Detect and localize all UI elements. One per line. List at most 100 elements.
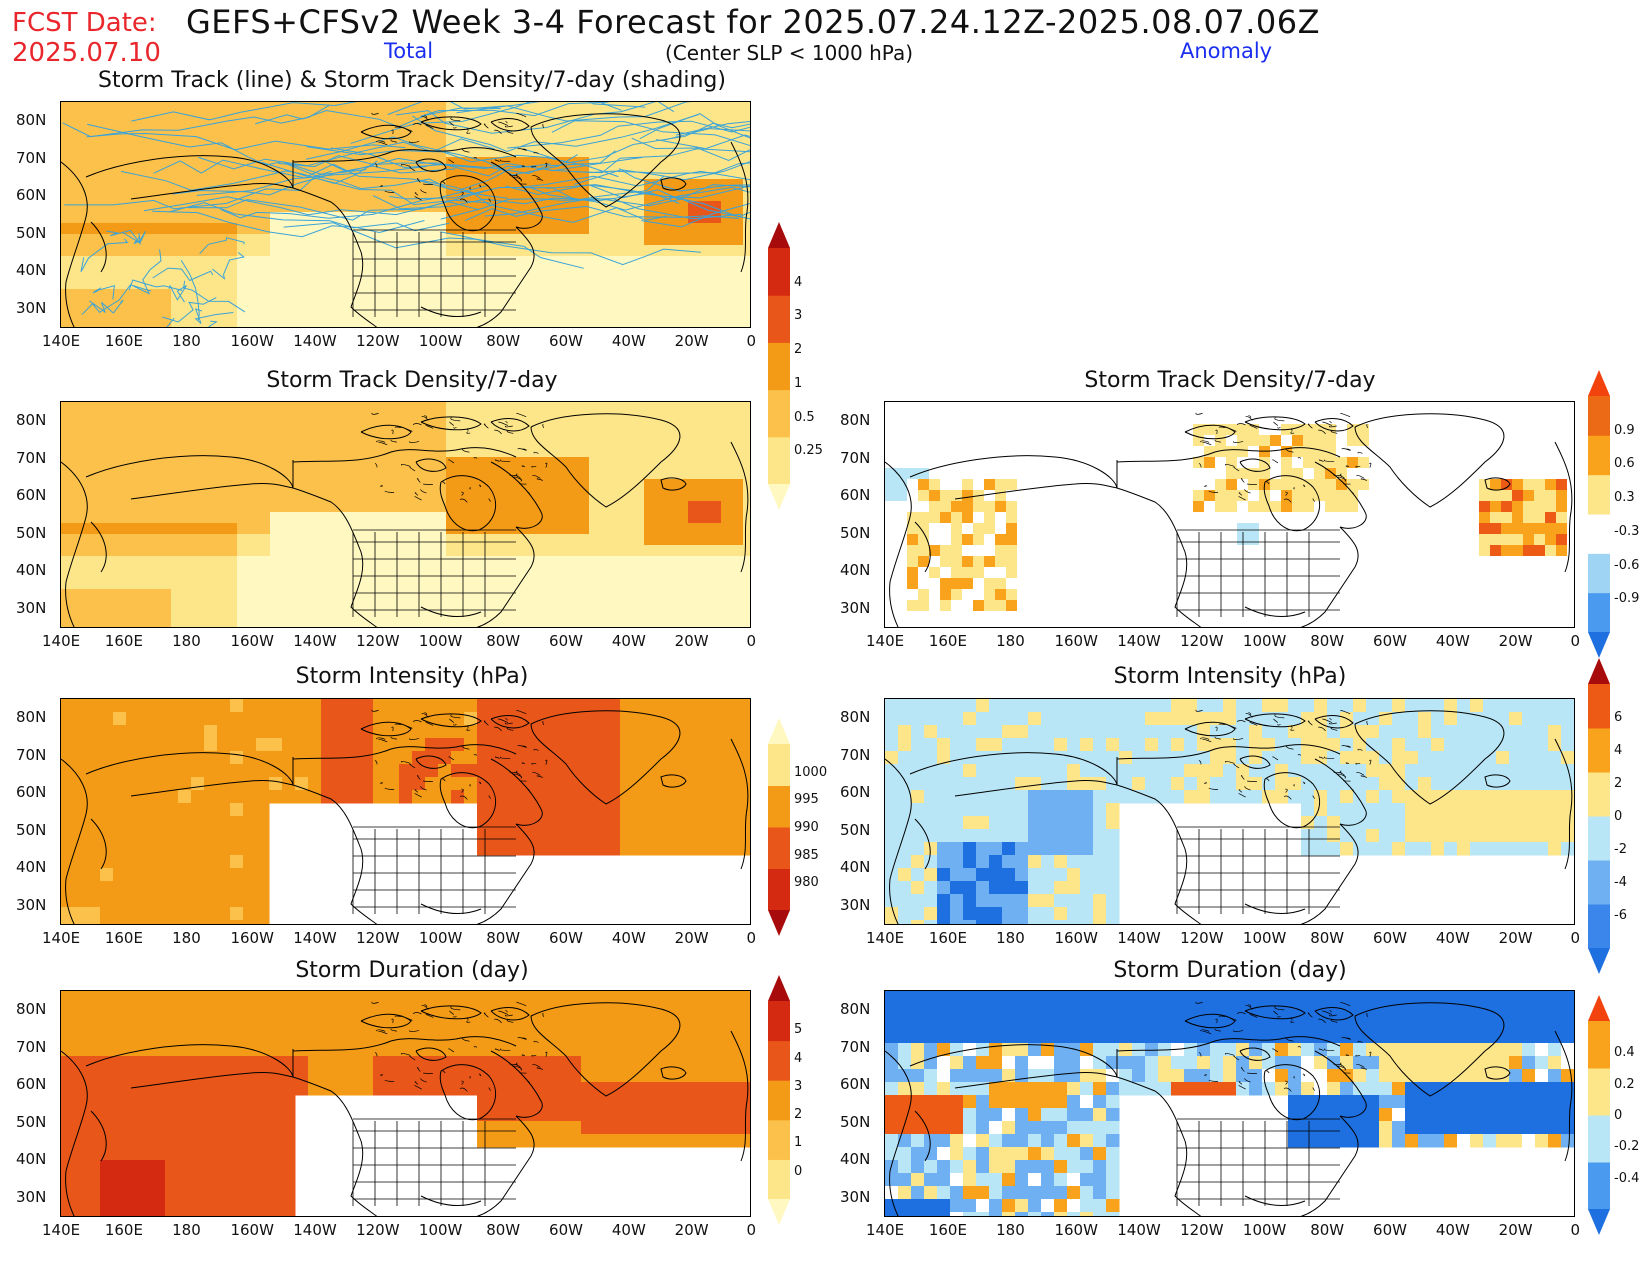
lon-tick: 40W — [611, 1221, 646, 1239]
storm-track-line — [305, 136, 578, 176]
colorbar-segment — [1588, 514, 1610, 554]
lon-tick: 80W — [1310, 1221, 1345, 1239]
lon-tick: 100W — [418, 1221, 463, 1239]
fcst-date-label: FCST Date: — [12, 8, 157, 38]
panel-title-density-total: Storm Track Density/7-day — [266, 368, 558, 393]
lat-tick: 50N — [16, 820, 47, 839]
storm-track-line — [196, 176, 493, 206]
storm-track-line — [306, 146, 619, 178]
lon-tick: 0 — [746, 332, 757, 350]
colorbar-label: 990 — [794, 820, 819, 835]
lat-tick: 50N — [16, 523, 47, 542]
lon-tick: 140W — [293, 929, 337, 947]
lat-tick: 80N — [840, 708, 871, 726]
lat-tick: 40N — [16, 1150, 47, 1168]
colorbar-segment — [768, 744, 790, 786]
storm-track-line — [330, 147, 616, 175]
lon-tick: 100W — [418, 632, 463, 650]
colorbar-max-arrow — [768, 975, 790, 1001]
storm-track-line — [464, 205, 739, 221]
lat-tick: 30N — [840, 1187, 871, 1206]
lon-tick: 180 — [172, 632, 201, 650]
map-panel-duration-total — [60, 990, 751, 1217]
colorbar-label: 980 — [794, 875, 819, 891]
storm-track-line — [574, 161, 750, 185]
storm-track-line — [507, 120, 750, 149]
storm-track-line — [550, 162, 750, 174]
lon-tick: 40W — [1435, 632, 1470, 650]
lon-tick: 120W — [356, 632, 400, 650]
lat-tick: 30N — [16, 895, 47, 914]
lon-tick: 180 — [996, 1221, 1025, 1239]
lon-tick: 140W — [293, 632, 337, 650]
colorbar-segment — [1588, 1021, 1610, 1069]
lon-tick: 140E — [866, 1221, 905, 1239]
lat-tick: 60N — [840, 783, 871, 801]
lon-tick: 140W — [1117, 929, 1161, 947]
colorbar-segment — [768, 1040, 790, 1081]
lat-tick: 80N — [16, 411, 47, 429]
lon-tick: 160E — [928, 929, 967, 947]
lon-tick: 120W — [356, 332, 400, 350]
lon-tick: 20W — [674, 332, 709, 350]
storm-track-line — [484, 197, 750, 218]
lon-tick: 160W — [230, 332, 274, 350]
colorbar-min-arrow — [1588, 632, 1610, 658]
storm-track-line — [152, 210, 425, 238]
colorbar-segment — [1588, 1068, 1610, 1116]
map-field — [61, 102, 750, 327]
colorbar-label: 0.5 — [794, 409, 815, 425]
colorbar-segment — [1588, 904, 1610, 949]
storm-track-line — [641, 202, 750, 228]
lon-tick: 0 — [1570, 632, 1581, 650]
map-field — [61, 402, 750, 627]
lon-tick: 140E — [42, 929, 81, 947]
colorbar-max-arrow — [1588, 370, 1610, 396]
panel-title-track-total: Storm Track (line) & Storm Track Density… — [98, 68, 726, 93]
lat-tick: 60N — [840, 486, 871, 504]
storm-track-line — [675, 121, 750, 136]
lon-tick: 180 — [172, 332, 201, 350]
lat-tick: 60N — [16, 186, 47, 204]
storm-track-line — [64, 170, 332, 210]
colorbar-label: 985 — [794, 847, 819, 863]
lon-tick: 20W — [674, 929, 709, 947]
lon-tick: 40W — [1435, 929, 1470, 947]
lon-tick: 40W — [611, 632, 646, 650]
storm-track-line — [208, 320, 218, 327]
lon-tick: 160W — [230, 1221, 274, 1239]
storm-track-line — [180, 260, 200, 321]
lon-tick: 160E — [928, 632, 967, 650]
lon-tick: 140E — [42, 1221, 81, 1239]
colorbar-segment — [768, 1001, 790, 1042]
storm-track-line — [505, 184, 750, 200]
lat-tick: 50N — [840, 820, 871, 839]
colorbar-min-arrow — [1588, 948, 1610, 974]
storm-track-line — [521, 170, 750, 188]
storm-track-line — [92, 285, 115, 300]
colorbar-label: 0.2 — [1614, 1076, 1635, 1092]
lat-tick: 60N — [16, 783, 47, 801]
lon-tick: 100W — [418, 929, 463, 947]
lon-tick: 120W — [1180, 929, 1224, 947]
lat-tick: 60N — [840, 1075, 871, 1093]
total-label: Total — [384, 39, 434, 63]
colorbar-density-total — [768, 222, 790, 510]
lat-tick: 70N — [16, 448, 47, 467]
storm-track-line — [387, 102, 622, 115]
storm-track-line — [194, 308, 234, 324]
storm-track-line — [255, 107, 501, 128]
lon-tick: 160W — [1054, 929, 1098, 947]
lon-tick: 160E — [104, 1221, 143, 1239]
storm-track-line — [631, 137, 750, 162]
colorbar-segment — [768, 1159, 790, 1200]
anomaly-label: Anomaly — [1180, 39, 1273, 63]
lat-tick: 70N — [840, 745, 871, 764]
colorbar-segment — [1588, 1162, 1610, 1210]
colorbar-segment — [1588, 684, 1610, 729]
lon-tick: 140E — [866, 632, 905, 650]
map-panel-intensity-anomaly — [884, 698, 1575, 925]
lat-tick: 80N — [16, 1000, 47, 1018]
panel-title-duration-anom: Storm Duration (day) — [1113, 958, 1347, 983]
storm-track-line — [211, 252, 245, 280]
